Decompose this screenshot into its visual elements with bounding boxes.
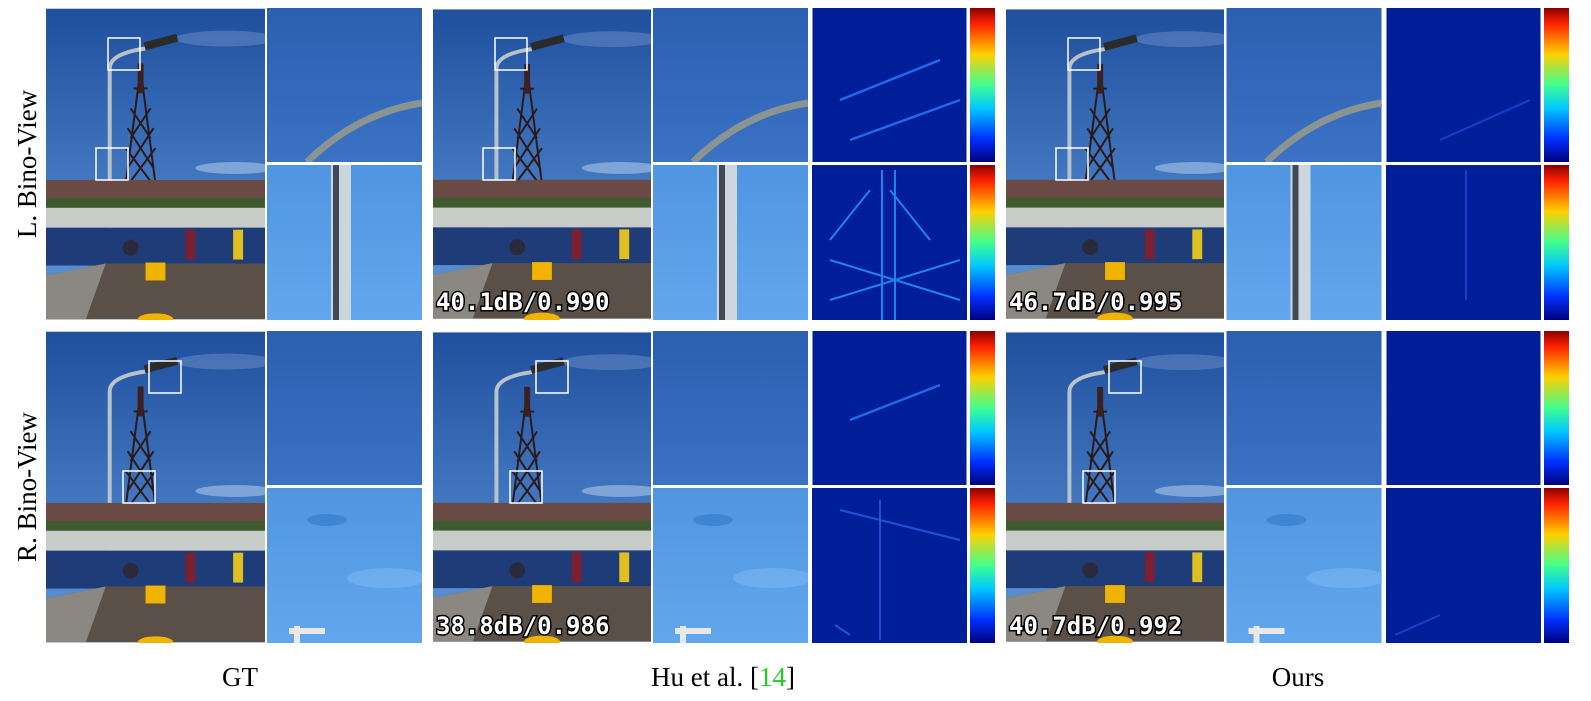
figure: L. Bino-View R. Bino-View 40.1dB/0.990 4… (0, 0, 1591, 701)
caption: GT (222, 662, 258, 692)
row-2: 38.8dB/0.986 40.7dB/0.992 (46, 331, 1569, 648)
row-1: 40.1dB/0.990 46.7dB/0.995 (46, 8, 1569, 325)
caption: Hu et al. [14] (651, 662, 795, 692)
metric: 38.8dB/0.986 (436, 612, 609, 640)
row-label: L. Bino-View (12, 89, 42, 238)
metric: 40.7dB/0.992 (1009, 612, 1182, 640)
caption-text: Hu et al. [ (651, 662, 759, 692)
metric: 46.7dB/0.995 (1009, 288, 1182, 316)
row-label: R. Bino-View (12, 412, 42, 562)
citation[interactable]: 14 (759, 662, 787, 692)
metric: 40.1dB/0.990 (436, 288, 609, 316)
caption: Ours (1272, 662, 1325, 692)
caption-text: ] (786, 662, 795, 692)
